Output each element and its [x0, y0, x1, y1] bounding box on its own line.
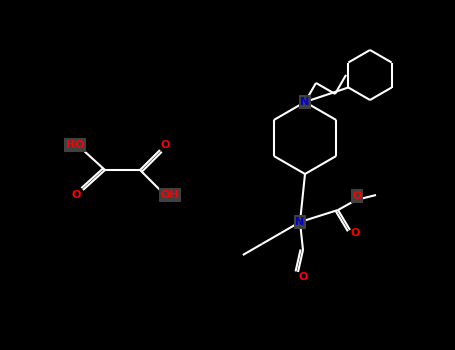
- Text: O: O: [160, 140, 170, 150]
- Text: O: O: [352, 191, 362, 201]
- Text: N: N: [300, 97, 309, 107]
- Text: O: O: [71, 190, 81, 200]
- Text: OH: OH: [161, 190, 179, 200]
- Text: N: N: [295, 217, 305, 227]
- Text: O: O: [350, 228, 360, 238]
- Text: HO: HO: [66, 140, 84, 150]
- Text: O: O: [298, 272, 308, 282]
